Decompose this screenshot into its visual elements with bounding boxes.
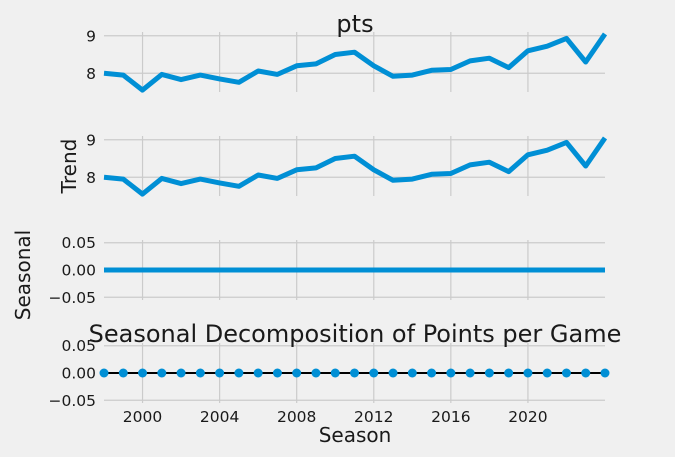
- data-point: [446, 368, 456, 378]
- data-point: [253, 368, 263, 378]
- data-point: [350, 368, 359, 378]
- data-point: [465, 368, 475, 378]
- panel-title: Seasonal Decomposition of Points per Gam…: [89, 320, 622, 348]
- data-point: [523, 368, 533, 378]
- x-tick-label: 2012: [354, 408, 393, 426]
- x-tick-label: 2004: [200, 408, 239, 426]
- y-axis-label: Seasonal: [11, 230, 35, 320]
- y-tick-label: 9: [86, 27, 96, 45]
- data-point: [581, 368, 591, 378]
- x-ticks: 2000 2004 2008 2012 2016 2020: [123, 408, 548, 426]
- gridlines: [104, 136, 605, 196]
- y-tick-label: 0.05: [61, 337, 96, 355]
- y-tick-label: 9: [86, 131, 96, 149]
- gridlines: [104, 32, 605, 92]
- data-point: [215, 368, 225, 378]
- panel-3: 0.05 0.00 −0.05 Seasonal: [11, 230, 605, 320]
- data-point: [195, 368, 205, 378]
- y-axis-label: Trend: [57, 139, 81, 195]
- data-point: [176, 368, 186, 378]
- data-point: [600, 368, 610, 378]
- x-axis-label: Season: [319, 423, 392, 447]
- y-tick-label: 0.05: [61, 234, 96, 252]
- panel-4: 0.05 0.00 −0.05 Seasonal Decomposition of P…: [49, 320, 622, 410]
- y-ticks: 0.05 0.00 −0.05: [49, 234, 97, 307]
- x-tick-label: 2000: [123, 408, 162, 426]
- data-point: [504, 368, 514, 378]
- y-tick-label: 0.00: [61, 365, 96, 383]
- panel-title: pts: [336, 10, 373, 38]
- data-point: [388, 368, 398, 378]
- y-tick-label: 8: [86, 65, 96, 83]
- y-ticks: 89: [86, 27, 96, 83]
- data-point: [561, 368, 571, 378]
- data-point: [292, 368, 302, 378]
- data-point: [330, 368, 340, 378]
- series-line: [103, 32, 608, 93]
- x-tick-label: 2008: [277, 408, 316, 426]
- y-ticks: 89: [86, 131, 96, 187]
- data-point: [272, 368, 282, 378]
- data-point: [157, 368, 167, 378]
- y-ticks: 0.05 0.00 −0.05: [49, 337, 97, 410]
- y-tick-label: 8: [86, 169, 96, 187]
- panel-1: 89 pts: [86, 10, 608, 93]
- data-point: [118, 368, 128, 378]
- data-point: [138, 368, 148, 378]
- data-point: [484, 368, 494, 378]
- data-point: [407, 368, 417, 378]
- x-tick-label: 2016: [431, 408, 470, 426]
- data-point: [99, 368, 109, 378]
- y-tick-label: 0.00: [61, 262, 96, 280]
- data-point: [427, 368, 437, 378]
- x-tick-label: 2020: [508, 408, 547, 426]
- y-tick-label: −0.05: [49, 392, 97, 410]
- series-line: [103, 136, 608, 197]
- y-tick-label: −0.05: [49, 289, 97, 307]
- data-point: [234, 368, 244, 378]
- data-point: [369, 368, 379, 378]
- data-point: [542, 368, 552, 378]
- data-point: [311, 368, 321, 378]
